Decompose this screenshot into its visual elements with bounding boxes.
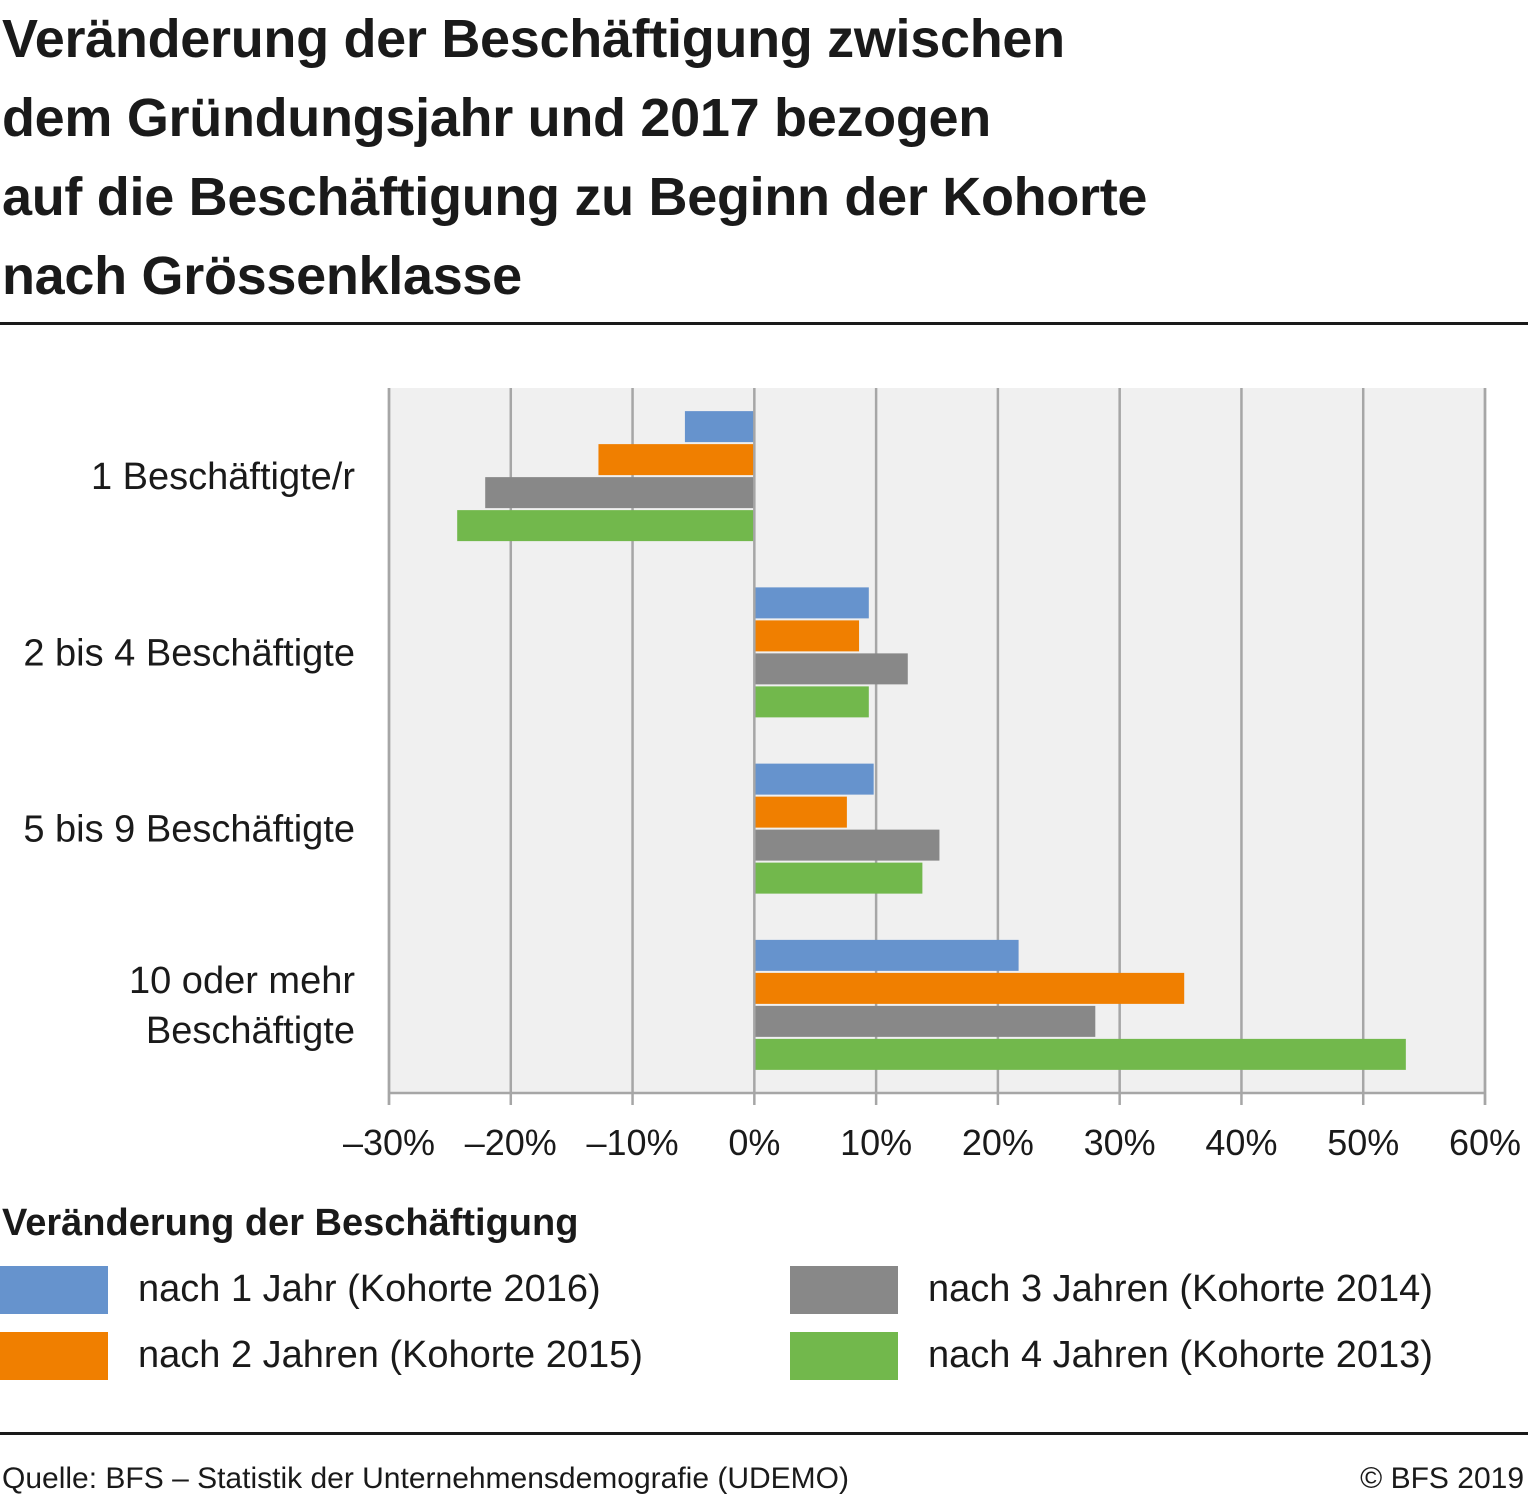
x-tick-label: 0% <box>728 1122 780 1163</box>
bar-cat4-series3 <box>754 1005 1096 1037</box>
bar-cat4-series4 <box>754 1038 1406 1070</box>
bar-cat3-series3 <box>754 829 940 861</box>
legend-swatch-series-4 <box>790 1332 898 1380</box>
legend-swatch-series-3 <box>790 1266 898 1314</box>
x-tick-label: 20% <box>962 1122 1034 1163</box>
bar-cat1-series1 <box>684 411 755 443</box>
footer-divider <box>0 1432 1528 1435</box>
source-note: Quelle: BFS – Statistik der Unternehmens… <box>2 1462 849 1495</box>
copyright-note: © BFS 2019 <box>1360 1462 1524 1495</box>
x-tick-label: 10% <box>840 1122 912 1163</box>
bar-cat4-series2 <box>754 972 1185 1004</box>
legend-swatch-series-2 <box>0 1332 108 1380</box>
legend-title: Veränderung der Beschäftigung <box>2 1202 579 1244</box>
bar-cat2-series4 <box>754 686 869 718</box>
bar-cat4-series1 <box>754 939 1019 971</box>
x-tick-label: –10% <box>587 1122 679 1163</box>
category-label: 2 bis 4 Beschäftigte <box>23 632 355 674</box>
category-label: 5 bis 9 Beschäftigte <box>23 809 355 851</box>
x-tick-label: 30% <box>1084 1122 1156 1163</box>
bar-cat2-series2 <box>754 620 860 652</box>
x-tick-label: 40% <box>1205 1122 1277 1163</box>
legend-label-series-1: nach 1 Jahr (Kohorte 2016) <box>138 1268 601 1310</box>
bar-cat3-series1 <box>754 763 874 795</box>
chart-title: Veränderung der Beschäftigung zwischen d… <box>2 9 1148 306</box>
bar-chart: –30% –20% –10% 0% 10% 20% 30% 40% 50% 60% 1 Beschä… <box>23 388 1521 1163</box>
bar-cat3-series2 <box>754 796 847 828</box>
category-label: Beschäftigte <box>146 1010 355 1052</box>
bar-cat1-series2 <box>598 444 755 476</box>
bar-cat2-series1 <box>754 587 869 619</box>
title-divider <box>0 322 1528 325</box>
legend-label-series-2: nach 2 Jahren (Kohorte 2015) <box>138 1334 643 1376</box>
x-tick-label: –30% <box>343 1122 435 1163</box>
x-tick-label: 60% <box>1449 1122 1521 1163</box>
legend-swatch-series-1 <box>0 1266 108 1314</box>
legend-label-series-3: nach 3 Jahren (Kohorte 2014) <box>928 1268 1433 1310</box>
bar-cat1-series4 <box>457 510 755 542</box>
category-label: 1 Beschäftigte/r <box>91 456 355 498</box>
bar-cat3-series4 <box>754 862 923 894</box>
bar-cat1-series3 <box>485 477 755 509</box>
bar-cat2-series3 <box>754 653 908 685</box>
x-tick-label: –20% <box>465 1122 557 1163</box>
x-tick-label: 50% <box>1327 1122 1399 1163</box>
legend-label-series-4: nach 4 Jahren (Kohorte 2013) <box>928 1334 1433 1376</box>
category-label: 10 oder mehr <box>129 960 355 1002</box>
